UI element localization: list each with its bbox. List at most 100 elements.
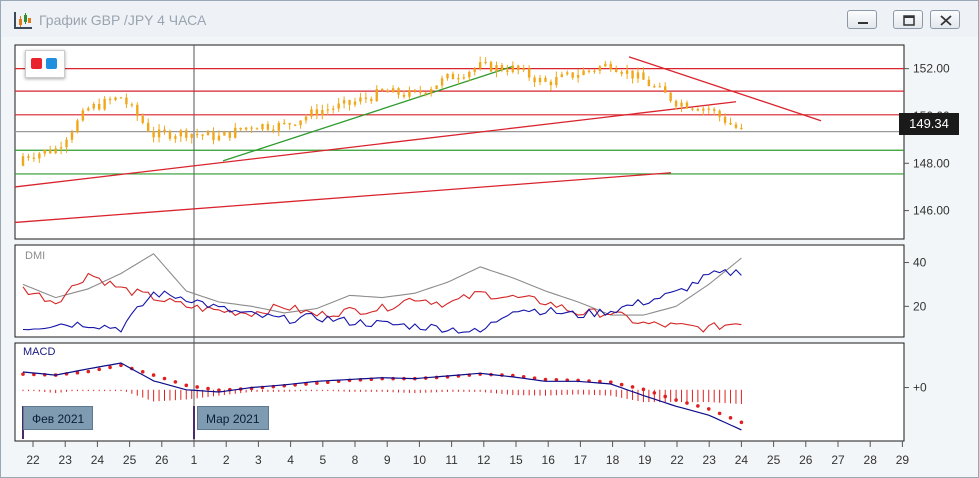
dmi-axis-label: 40 [913, 256, 927, 270]
minimize-button[interactable] [847, 10, 877, 29]
month-label-feb: Фев 2021 [23, 406, 94, 430]
macd-signal-dot [206, 386, 210, 391]
candle-body [315, 109, 319, 116]
current-price-label: 149.34 [899, 113, 959, 135]
date-label: 23 [59, 453, 73, 467]
candle-body [364, 97, 368, 99]
candle-body [636, 72, 640, 79]
candle-body [555, 76, 558, 86]
date-label: 25 [767, 453, 781, 467]
candle-body [185, 130, 188, 138]
date-label: 2 [223, 453, 230, 467]
date-label: 1 [191, 453, 198, 467]
macd-signal-dot [641, 387, 646, 392]
candle-body [598, 66, 602, 71]
candle-body [201, 134, 204, 136]
candle-body [370, 98, 373, 102]
candle-body [446, 73, 449, 79]
candle-body [87, 108, 90, 111]
date-label: 12 [477, 453, 491, 467]
candle-body [217, 135, 221, 141]
candle-body [27, 156, 30, 158]
candle-body [272, 129, 275, 131]
candle-body [152, 131, 155, 138]
candle-body [141, 116, 144, 123]
date-label: 17 [574, 453, 588, 467]
candle-body [576, 75, 580, 78]
candle-body [228, 131, 232, 138]
minimize-icon [858, 22, 868, 24]
candle-body [59, 147, 63, 149]
macd-signal-dot [663, 394, 668, 399]
candle-body [174, 136, 177, 139]
candle-body [239, 127, 242, 130]
candle-body [337, 103, 340, 109]
red-color-chip[interactable] [31, 58, 42, 69]
candle-body [740, 127, 743, 130]
candle-body [511, 65, 515, 72]
macd-signal-dot [173, 380, 178, 384]
candle-body [674, 100, 678, 107]
candle-body [696, 109, 700, 111]
candle-body [266, 124, 270, 130]
candle-body [179, 130, 183, 137]
date-label: 9 [384, 453, 391, 467]
candle-body [70, 132, 74, 140]
candle-body [386, 90, 389, 93]
macd-signal-dot [315, 381, 319, 385]
macd-signal-dot [162, 376, 167, 381]
candle-body [593, 70, 596, 72]
macd-axis-label: +0 [913, 381, 927, 395]
date-label: 8 [352, 453, 359, 467]
candle-body [462, 77, 466, 79]
candle-body [125, 97, 128, 105]
candle-body [108, 98, 112, 101]
candle-body [21, 156, 25, 166]
candle-body [250, 127, 253, 129]
candle-body [223, 131, 226, 136]
candle-body [707, 108, 710, 110]
date-label: 19 [638, 453, 652, 467]
blue-color-chip[interactable] [46, 58, 57, 69]
macd-label: MACD [23, 346, 55, 358]
candle-body [130, 104, 134, 106]
date-label: 23 [703, 453, 717, 467]
color-selector[interactable] [25, 50, 65, 78]
date-label: 28 [864, 453, 878, 467]
candle-body [718, 110, 721, 117]
dmi-axis-label: 20 [913, 299, 927, 313]
candle-body [489, 61, 493, 72]
window-title: График GBP /JPY 4 ЧАСА [39, 12, 207, 28]
dmi-minus-line [22, 272, 742, 333]
candle-body [544, 77, 547, 82]
support-trend-line [222, 65, 514, 162]
candle-body [478, 62, 482, 69]
candle-body [168, 131, 172, 139]
title-bar[interactable]: График GBP /JPY 4 ЧАСА [1, 1, 978, 37]
candle-body [97, 104, 101, 110]
restore-icon [903, 15, 915, 26]
candle-body [195, 133, 199, 136]
candle-body [702, 108, 705, 111]
candle-body [402, 94, 406, 97]
date-label: 26 [155, 453, 169, 467]
candle-body [348, 100, 351, 105]
date-label: 15 [509, 453, 523, 467]
date-label: 29 [896, 453, 910, 467]
price-panel [14, 44, 905, 240]
macd-signal-dot [608, 380, 613, 385]
month-label-mar: Мар 2021 [197, 406, 269, 430]
date-label: 27 [831, 453, 845, 467]
candle-body [571, 72, 574, 78]
candle-body [146, 122, 150, 132]
candle-body [103, 98, 106, 110]
close-button[interactable] [930, 10, 960, 29]
restore-button[interactable] [893, 10, 923, 29]
candle-body [299, 120, 302, 126]
candle-body [424, 92, 427, 95]
date-label: 16 [542, 453, 556, 467]
candle-body [32, 157, 36, 159]
candle-body [723, 116, 727, 123]
dmi-panel [14, 244, 905, 338]
